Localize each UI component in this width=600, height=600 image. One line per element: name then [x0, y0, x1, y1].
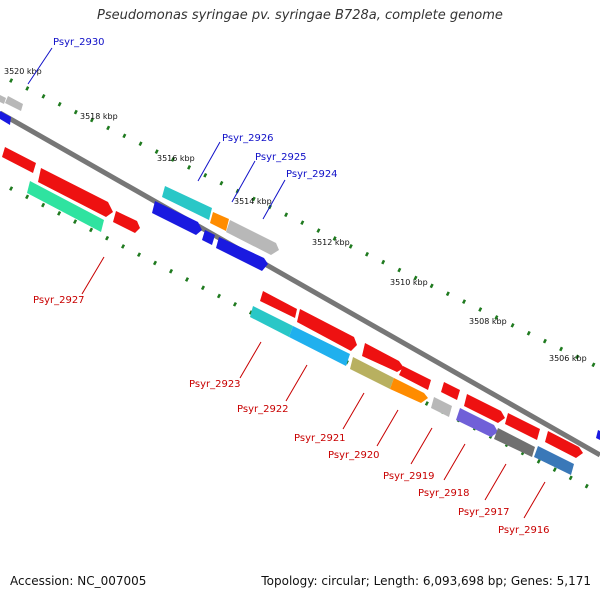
genome-title: Pseudomonas syringae pv. syringae B728a,… — [97, 8, 503, 23]
scale-labels: 3520 kbp 3518 kbp 3516 kbp 3514 kbp 3512… — [4, 67, 587, 363]
gene-arrow[interactable] — [152, 201, 202, 235]
gene-label-reverse[interactable]: Psyr_2917 — [458, 507, 510, 518]
label-leader — [523, 481, 546, 519]
gene-label-reverse[interactable]: Psyr_2916 — [498, 525, 550, 536]
label-leader — [376, 409, 399, 447]
gene-arrow[interactable] — [494, 428, 535, 457]
label-leader — [285, 364, 308, 402]
gene-label-reverse[interactable]: Psyr_2921 — [294, 433, 346, 444]
gene-arrow[interactable] — [5, 96, 23, 111]
scale-label: 3514 kbp — [234, 197, 272, 206]
gene-arrow[interactable] — [390, 378, 428, 403]
gene-arrow[interactable] — [596, 430, 600, 440]
genome-backbone — [0, 110, 600, 458]
gene-arrow[interactable] — [162, 186, 212, 220]
gene-arrow[interactable] — [2, 147, 36, 173]
outer-tick-row — [9, 78, 600, 370]
gene-arrow[interactable] — [456, 408, 498, 437]
scale-label: 3512 kbp — [312, 238, 350, 247]
gene-arrow[interactable] — [0, 95, 6, 104]
label-leader — [231, 160, 256, 203]
label-leader — [443, 443, 466, 481]
forward-gene-labels: Psyr_2930 Psyr_2926 Psyr_2925 Psyr_2924 — [27, 37, 338, 220]
label-leader — [484, 463, 507, 501]
gene-arrow[interactable] — [350, 357, 394, 389]
scale-label: 3506 kbp — [549, 354, 587, 363]
label-leader — [81, 256, 105, 295]
scale-label: 3508 kbp — [469, 317, 507, 326]
gene-label-forward[interactable]: Psyr_2925 — [255, 152, 307, 163]
label-leader — [27, 47, 53, 85]
gene-arrow[interactable] — [362, 343, 404, 372]
gene-label-reverse[interactable]: Psyr_2927 — [33, 295, 85, 306]
gene-arrow[interactable] — [250, 306, 293, 337]
gene-arrow[interactable] — [202, 230, 215, 245]
gene-arrow[interactable] — [210, 212, 229, 231]
label-leader — [342, 392, 365, 430]
gene-arrow[interactable] — [399, 366, 431, 390]
gene-label-forward[interactable]: Psyr_2926 — [222, 133, 274, 144]
gene-label-reverse[interactable]: Psyr_2920 — [328, 450, 380, 461]
label-leader — [239, 341, 262, 379]
label-leader — [262, 179, 286, 220]
gene-label-reverse[interactable]: Psyr_2922 — [237, 404, 289, 415]
gene-arrow[interactable] — [534, 446, 574, 475]
scale-label: 3520 kbp — [4, 67, 42, 76]
gene-arrow[interactable] — [226, 220, 279, 255]
gene-label-reverse[interactable]: Psyr_2919 — [383, 471, 435, 482]
gene-arrow[interactable] — [464, 394, 505, 423]
gene-arrow[interactable] — [113, 211, 140, 233]
gene-arrow[interactable] — [505, 413, 540, 440]
gene-arrow[interactable] — [38, 168, 113, 217]
gene-arrow[interactable] — [441, 382, 460, 400]
scale-label: 3510 kbp — [390, 278, 428, 287]
gene-label-reverse[interactable]: Psyr_2918 — [418, 488, 470, 499]
gene-features — [0, 95, 600, 475]
gene-label-forward[interactable]: Psyr_2930 — [53, 37, 105, 48]
gene-arrow[interactable] — [0, 111, 11, 125]
reverse-gene-labels: Psyr_2927 Psyr_2923 Psyr_2922 Psyr_2921 … — [33, 256, 550, 536]
label-leader — [410, 427, 433, 465]
gene-arrow[interactable] — [216, 237, 268, 271]
scale-label: 3516 kbp — [157, 154, 195, 163]
gene-arrow[interactable] — [289, 326, 350, 366]
accession-info: Accession: NC_007005 — [10, 574, 147, 588]
topology-info: Topology: circular; Length: 6,093,698 bp… — [261, 574, 591, 588]
scale-label: 3518 kbp — [80, 112, 118, 121]
gene-arrow[interactable] — [431, 397, 452, 417]
gene-label-reverse[interactable]: Psyr_2923 — [189, 379, 241, 390]
gene-arrow[interactable] — [260, 291, 297, 318]
gene-label-forward[interactable]: Psyr_2924 — [286, 169, 338, 180]
tick-rows — [9, 78, 600, 495]
gene-arrow[interactable] — [297, 309, 357, 351]
label-leader — [197, 141, 221, 182]
gene-arrow[interactable] — [545, 431, 583, 458]
gene-arrow[interactable] — [27, 181, 104, 232]
